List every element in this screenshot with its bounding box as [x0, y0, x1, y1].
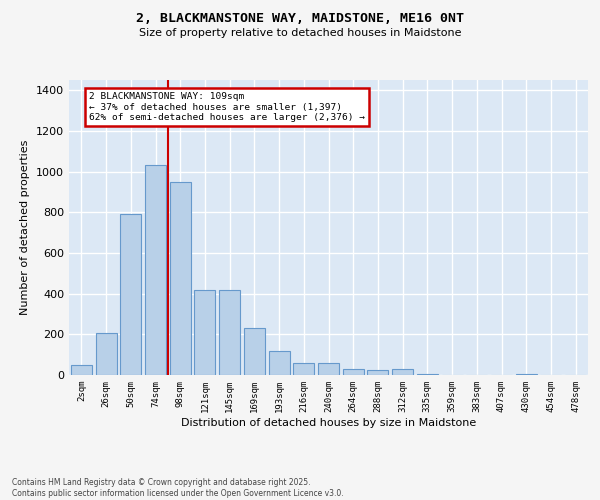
Bar: [367, 370, 388, 375]
Bar: [219, 290, 240, 375]
Bar: [170, 182, 191, 375]
Bar: [269, 350, 290, 375]
Text: 2 BLACKMANSTONE WAY: 109sqm
← 37% of detached houses are smaller (1,397)
62% of : 2 BLACKMANSTONE WAY: 109sqm ← 37% of det…: [89, 92, 365, 122]
Bar: [516, 374, 537, 375]
Y-axis label: Number of detached properties: Number of detached properties: [20, 140, 31, 315]
Bar: [145, 166, 166, 375]
X-axis label: Distribution of detached houses by size in Maidstone: Distribution of detached houses by size …: [181, 418, 476, 428]
Bar: [417, 374, 438, 375]
Bar: [318, 363, 339, 375]
Bar: [120, 214, 141, 375]
Text: Contains HM Land Registry data © Crown copyright and database right 2025.
Contai: Contains HM Land Registry data © Crown c…: [12, 478, 344, 498]
Bar: [95, 334, 116, 375]
Bar: [244, 328, 265, 375]
Text: 2, BLACKMANSTONE WAY, MAIDSTONE, ME16 0NT: 2, BLACKMANSTONE WAY, MAIDSTONE, ME16 0N…: [136, 12, 464, 26]
Bar: [293, 363, 314, 375]
Text: Size of property relative to detached houses in Maidstone: Size of property relative to detached ho…: [139, 28, 461, 38]
Bar: [194, 290, 215, 375]
Bar: [392, 370, 413, 375]
Bar: [71, 365, 92, 375]
Bar: [343, 369, 364, 375]
